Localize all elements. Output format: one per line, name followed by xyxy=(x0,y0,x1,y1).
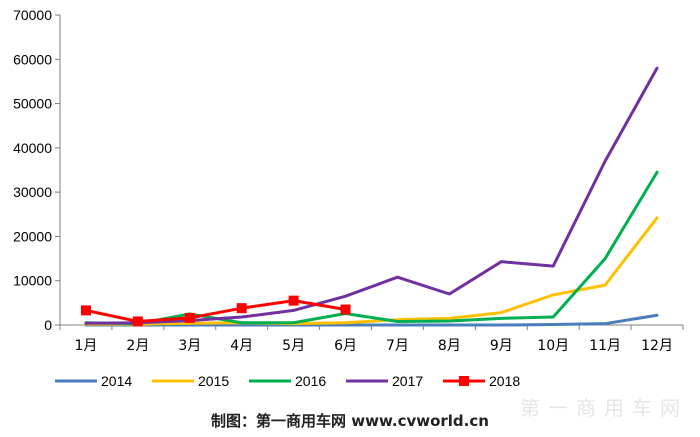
data-point-2018 xyxy=(236,303,247,314)
legend-label-2017: 2017 xyxy=(392,373,423,389)
series-line-2014 xyxy=(84,313,659,327)
chart-series xyxy=(80,66,659,327)
chart-legend: 2014 2015 2016 2017 2018 xyxy=(55,373,520,389)
y-tick-label: 0 xyxy=(44,317,52,333)
legend-label-2014: 2014 xyxy=(101,373,132,389)
x-tick-label: 2月 xyxy=(126,338,149,354)
y-tick-label: 20000 xyxy=(13,228,52,244)
x-tick-label: 4月 xyxy=(230,338,253,354)
data-point-2018 xyxy=(340,304,351,315)
series-line-2017 xyxy=(84,66,659,325)
data-point-2018 xyxy=(288,295,299,306)
y-tick-label: 60000 xyxy=(13,51,52,67)
x-tick-label: 12月 xyxy=(641,338,673,354)
y-tick-label: 30000 xyxy=(13,184,52,200)
x-tick-label: 6月 xyxy=(334,338,357,354)
series-line-2016 xyxy=(84,170,659,326)
x-tick-label: 10月 xyxy=(537,338,569,354)
y-tick-label: 10000 xyxy=(13,273,52,289)
x-tick-label: 11月 xyxy=(589,338,621,354)
x-tick-label: 7月 xyxy=(386,338,409,354)
watermark-logo: 第一商用车网 xyxy=(520,396,688,420)
legend-marker-2018 xyxy=(459,376,469,386)
data-point-2018 xyxy=(80,305,91,316)
y-tick-label: 40000 xyxy=(13,140,52,156)
x-tick-label: 1月 xyxy=(74,338,97,354)
legend-label-2016: 2016 xyxy=(295,373,326,389)
x-tick-label: 3月 xyxy=(178,338,201,354)
data-point-2018 xyxy=(184,312,195,323)
line-chart: 0 10000 20000 30000 40000 50000 60000 70000 1月 2月… xyxy=(13,7,684,389)
chart-credit: 制图：第一商用车网 www.cvworld.cn xyxy=(211,412,489,430)
series-line-2015 xyxy=(84,216,659,326)
y-tick-label: 50000 xyxy=(13,96,52,112)
data-point-2018 xyxy=(132,316,143,327)
legend-label-2015: 2015 xyxy=(198,373,229,389)
x-tick-label: 8月 xyxy=(438,338,461,354)
chart-axes: 0 10000 20000 30000 40000 50000 60000 70000 1月 2月… xyxy=(13,7,684,354)
series-line-2018 xyxy=(84,299,348,323)
x-tick-label: 5月 xyxy=(282,338,305,354)
x-tick-label: 9月 xyxy=(490,338,513,354)
y-tick-label: 70000 xyxy=(13,7,52,23)
legend-label-2018: 2018 xyxy=(489,373,520,389)
